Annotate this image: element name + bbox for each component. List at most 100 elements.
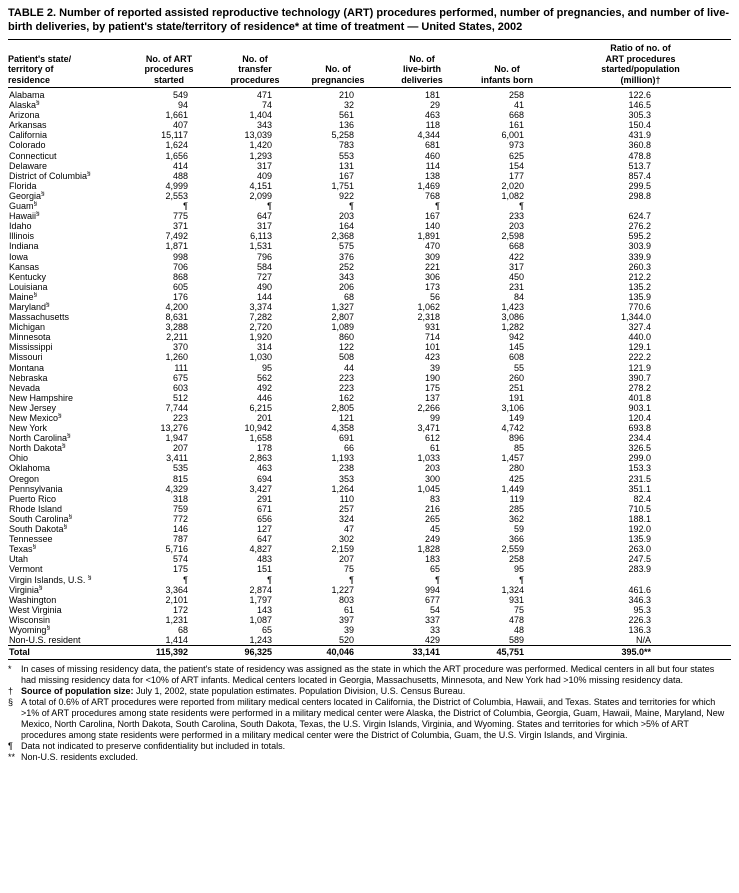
value-cell-pregnancies: 2,159 (331, 544, 354, 555)
value-cell-infants-born: 59 (513, 524, 524, 535)
value-cell-live-birth-deliveries: 309 (424, 251, 440, 262)
table-row: Puerto Rico 318 291 110 83 119 82.4 (8, 494, 731, 504)
value-cell-pregnancies: 1,264 (331, 483, 354, 494)
value-cell-procedures-started: 2,101 (165, 594, 188, 605)
table-row: South Dakota§ 146 127 47 45 59 192.0 (8, 524, 731, 534)
value-cell-live-birth-deliveries: 56 (429, 291, 440, 302)
value-cell-infants-born: 942 (508, 332, 524, 343)
value-cell-ratio: 135.2 (628, 281, 651, 292)
value-cell-ratio: 136.3 (628, 624, 651, 635)
value-cell-infants-born: 1,324 (501, 584, 524, 595)
table-row: North Dakota§ 207 178 66 61 85 326.5 (8, 443, 731, 453)
state-name-cell: North Carolina§ (9, 433, 71, 444)
table-header-row: Patient's state/ territory of residence N… (8, 39, 731, 88)
footnote-text: Non-U.S. residents excluded. (21, 752, 139, 763)
table-row: Kentucky 868 727 343 306 450 212.2 (8, 272, 731, 282)
value-cell-ratio: 624.7 (628, 211, 651, 222)
value-cell-transfer-procedures: 647 (256, 211, 272, 222)
value-cell-infants-born: 85 (513, 443, 524, 454)
value-cell-live-birth-deliveries: 61 (429, 443, 440, 454)
value-cell-transfer-procedures: 178 (256, 443, 272, 454)
value-cell-pregnancies: 520 (338, 635, 354, 646)
value-cell-transfer-procedures: 492 (256, 382, 272, 393)
value-cell-procedures-started: 706 (172, 261, 188, 272)
value-cell-procedures-started: ¶ (183, 201, 188, 212)
value-cell-infants-born: 233 (508, 211, 524, 222)
value-cell-transfer-procedures: 314 (256, 342, 272, 353)
value-cell-infants-born: 154 (508, 160, 524, 171)
value-cell-transfer-procedures: 95 (261, 362, 272, 373)
value-cell-ratio: 440.0 (628, 332, 651, 343)
value-cell-pregnancies: 121 (338, 413, 354, 423)
value-cell-live-birth-deliveries: ¶ (435, 201, 440, 212)
value-cell-live-birth-deliveries: 429 (424, 635, 440, 646)
value-cell-ratio: 82.4 (633, 493, 651, 504)
table-row: New Mexico§ 223 201 121 99 149 120.4 (8, 413, 731, 423)
value-cell-live-birth-deliveries: 101 (424, 342, 440, 353)
value-cell-live-birth-deliveries: 2,266 (417, 402, 440, 413)
value-cell-pregnancies: 508 (338, 352, 354, 363)
footnote-marker: § (36, 100, 40, 107)
value-cell-transfer-procedures: 65 (261, 624, 272, 635)
value-cell-pregnancies: 343 (338, 271, 354, 282)
value-cell-infants-born: 668 (508, 110, 524, 121)
value-cell-procedures-started: 605 (172, 281, 188, 292)
value-cell-procedures-started: 549 (172, 90, 188, 100)
value-cell-live-birth-deliveries: 33,141 (386, 645, 472, 661)
value-cell-live-birth-deliveries: 423 (424, 352, 440, 363)
state-name-cell: Utah (9, 554, 29, 565)
value-cell-live-birth-deliveries: 221 (424, 261, 440, 272)
state-name-cell: West Virginia (9, 604, 62, 615)
value-cell-pregnancies: 44 (343, 362, 354, 373)
value-cell-infants-born: ¶ (519, 574, 524, 585)
value-cell-transfer-procedures: 7,282 (249, 312, 272, 323)
state-name-cell: California (9, 130, 48, 141)
table-row: Louisiana 605 490 206 173 231 135.2 (8, 282, 731, 292)
value-cell-pregnancies: 131 (338, 160, 354, 171)
value-cell-pregnancies: 136 (338, 120, 354, 131)
value-cell-procedures-started: 1,231 (165, 614, 188, 625)
value-cell-procedures-started: 175 (172, 564, 188, 575)
value-cell-pregnancies: 238 (338, 463, 354, 474)
value-cell-transfer-procedures: 490 (256, 281, 272, 292)
value-cell-ratio: 276.2 (628, 221, 651, 232)
footnote-marker: § (41, 190, 45, 197)
value-cell-pregnancies: 5,258 (331, 130, 354, 141)
value-cell-infants-born: 3,086 (501, 312, 524, 323)
state-name-cell: Non-U.S. resident (9, 635, 81, 646)
value-cell-procedures-started: 207 (172, 443, 188, 454)
value-cell-transfer-procedures: 1,030 (249, 352, 272, 363)
table-row: Florida 4,999 4,151 1,751 1,469 2,020 299.5 (8, 181, 731, 191)
value-cell-pregnancies: 4,358 (331, 423, 354, 434)
table-row: Nevada 603 492 223 175 251 278.2 (8, 383, 731, 393)
footnote-text: In cases of missing residency data, the … (21, 664, 715, 686)
column-header-infants-born: No. of infants born (472, 39, 556, 88)
value-cell-infants-born: 422 (508, 251, 524, 262)
table-row: Nebraska 675 562 223 190 260 390.7 (8, 373, 731, 383)
value-cell-infants-born: 55 (513, 362, 524, 373)
value-cell-transfer-procedures: 483 (256, 554, 272, 565)
table-row: South Carolina§ 772 656 324 265 362 188.1 (8, 514, 731, 524)
value-cell-ratio: 260.3 (628, 261, 651, 272)
value-cell-procedures-started: 775 (172, 211, 188, 222)
footnote-marker: * (8, 664, 12, 675)
value-cell-ratio: 298.8 (628, 190, 651, 201)
value-cell-procedures-started: 13,276 (160, 423, 188, 434)
value-cell-infants-born: 251 (508, 382, 524, 393)
value-cell-live-birth-deliveries: 33 (429, 624, 440, 635)
footnote-marker: § (32, 544, 37, 551)
value-cell-infants-born: 3,106 (501, 402, 524, 413)
value-cell-pregnancies: 252 (338, 261, 354, 272)
value-cell-ratio: 461.6 (628, 584, 651, 595)
value-cell-transfer-procedures: 1,420 (249, 140, 272, 151)
value-cell-procedures-started: 318 (172, 493, 188, 504)
value-cell-transfer-procedures: 6,113 (250, 231, 272, 242)
value-cell-procedures-started: 3,411 (166, 453, 188, 464)
footnote-marker: § (36, 211, 40, 218)
footnote-marker: § (63, 524, 68, 531)
value-cell-transfer-procedures: 10,942 (244, 423, 272, 434)
state-name-cell: Florida (9, 180, 37, 191)
value-cell-procedures-started: 2,211 (166, 332, 188, 343)
value-cell-infants-born: 75 (513, 604, 524, 615)
value-cell-live-birth-deliveries: 45 (429, 524, 440, 535)
